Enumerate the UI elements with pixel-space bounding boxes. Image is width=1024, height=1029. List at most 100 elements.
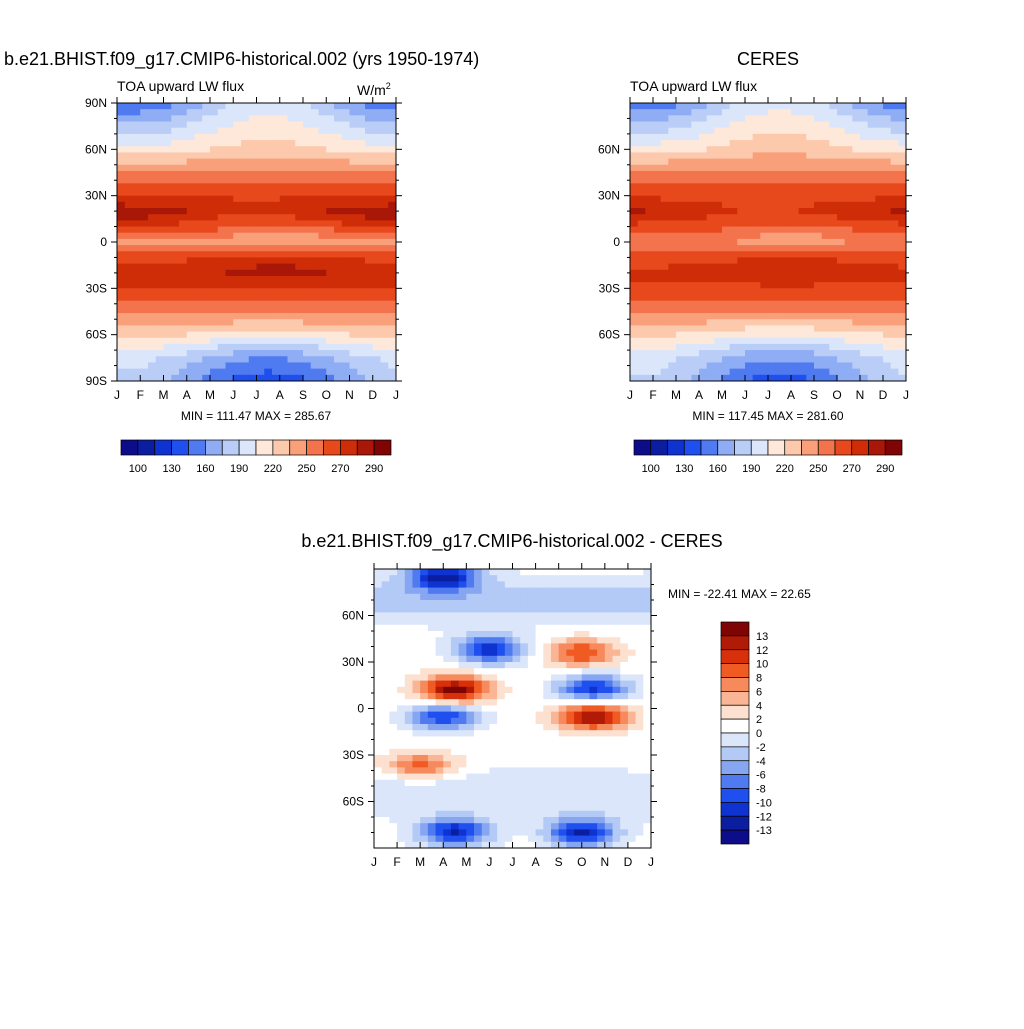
obs-contour-cell: [837, 202, 845, 209]
model-contour-cell: [125, 171, 133, 178]
model-contour-cell: [148, 319, 156, 326]
model-contour-cell: [350, 325, 358, 332]
model-contour-cell: [241, 288, 249, 295]
diff-contour-cell: [628, 767, 636, 774]
diff-contour-cell: [451, 705, 459, 712]
model-contour-cell: [295, 282, 303, 289]
model-contour-cell: [357, 146, 365, 153]
diff-contour-cell: [513, 674, 521, 681]
diff-contour-cell: [412, 693, 420, 700]
model-contour-cell: [117, 159, 125, 166]
obs-contour-cell: [783, 146, 791, 153]
diff-contour-cell: [551, 736, 559, 743]
diff-contour-cell: [528, 656, 536, 663]
diff-contour-cell: [466, 600, 474, 607]
model-contour-cell: [365, 313, 373, 320]
obs-contour-cell: [791, 350, 799, 357]
model-contour-cell: [264, 227, 272, 234]
obs-contour-cell: [837, 350, 845, 357]
model-contour-cell: [133, 109, 141, 116]
diff-contour-cell: [605, 569, 613, 576]
diff-contour-cell: [443, 798, 451, 805]
model-contour-cell: [381, 189, 389, 196]
obs-contour-cell: [684, 332, 692, 339]
model-contour-cell: [373, 369, 381, 376]
obs-contour-cell: [852, 202, 860, 209]
diff-contour-cell: [505, 619, 513, 626]
obs-contour-cell: [860, 257, 868, 264]
diff-contour-cell: [551, 712, 559, 719]
model-contour-cell: [311, 313, 319, 320]
model-contour-cell: [202, 332, 210, 339]
model-contour-cell: [249, 165, 257, 172]
model-contour-cell: [319, 189, 327, 196]
model-contour-cell: [350, 301, 358, 308]
diff-contour-cell: [505, 755, 513, 762]
obs-colorbar-box: [735, 440, 752, 455]
obs-contour-cell: [891, 202, 899, 209]
diff-contour-cell: [382, 668, 390, 675]
obs-contour-cell: [822, 122, 830, 129]
diff-contour-cell: [389, 805, 397, 812]
model-contour-cell: [226, 214, 234, 221]
model-contour-cell: [357, 301, 365, 308]
model-contour-cell: [125, 356, 133, 363]
diff-contour-cell: [620, 718, 628, 725]
model-contour-cell: [233, 282, 241, 289]
obs-contour-cell: [806, 115, 814, 122]
model-contour-cell: [133, 325, 141, 332]
model-contour-cell: [210, 159, 218, 166]
model-contour-cell: [373, 103, 381, 110]
diff-contour-cell: [443, 705, 451, 712]
obs-contour-cell: [806, 171, 814, 178]
obs-contour-cell: [837, 264, 845, 271]
diff-contour-cell: [397, 805, 405, 812]
diff-contour-cell: [628, 637, 636, 644]
model-contour-cell: [164, 264, 172, 271]
obs-contour-cell: [791, 202, 799, 209]
obs-contour-cell: [691, 369, 699, 376]
diff-contour-cell: [474, 761, 482, 768]
obs-contour-cell: [852, 214, 860, 221]
diff-contour-cell: [428, 687, 436, 694]
model-contour-cell: [171, 270, 179, 277]
obs-contour-cell: [714, 103, 722, 110]
model-contour-cell: [257, 276, 265, 283]
obs-contour-cell: [814, 183, 822, 190]
diff-contour-cell: [428, 774, 436, 781]
model-contour-cell: [187, 350, 195, 357]
model-contour-cell: [280, 128, 288, 135]
diff-contour-cell: [536, 798, 544, 805]
diff-contour-cell: [389, 792, 397, 799]
diff-contour-cell: [551, 674, 559, 681]
diff-contour-cell: [528, 650, 536, 657]
diff-contour-cell: [405, 575, 413, 582]
diff-contour-cell: [389, 743, 397, 750]
obs-contour-cell: [875, 362, 883, 369]
model-contour-cell: [249, 103, 257, 110]
model-contour-cell: [140, 189, 148, 196]
obs-contour-cell: [806, 307, 814, 314]
obs-contour-cell: [791, 109, 799, 116]
diff-contour-cell: [605, 619, 613, 626]
model-contour-cell: [156, 369, 164, 376]
diff-contour-cell: [420, 712, 428, 719]
model-contour-cell: [195, 332, 203, 339]
obs-contour-cell: [891, 313, 899, 320]
model-contour-cell: [334, 159, 342, 166]
obs-contour-cell: [799, 239, 807, 246]
model-contour-cell: [264, 332, 272, 339]
model-contour-cell: [388, 115, 396, 122]
obs-contour-cell: [737, 251, 745, 258]
model-contour-cell: [280, 338, 288, 345]
diff-contour-cell: [382, 823, 390, 830]
diff-contour-cell: [628, 662, 636, 669]
diff-contour-cell: [559, 792, 567, 799]
obs-contour-cell: [822, 362, 830, 369]
obs-contour-cell: [768, 251, 776, 258]
obs-contour-cell: [814, 251, 822, 258]
diff-contour-cell: [636, 780, 644, 787]
obs-contour-cell: [714, 264, 722, 271]
diff-contour-cell: [466, 811, 474, 818]
obs-contour-cell: [638, 165, 646, 172]
